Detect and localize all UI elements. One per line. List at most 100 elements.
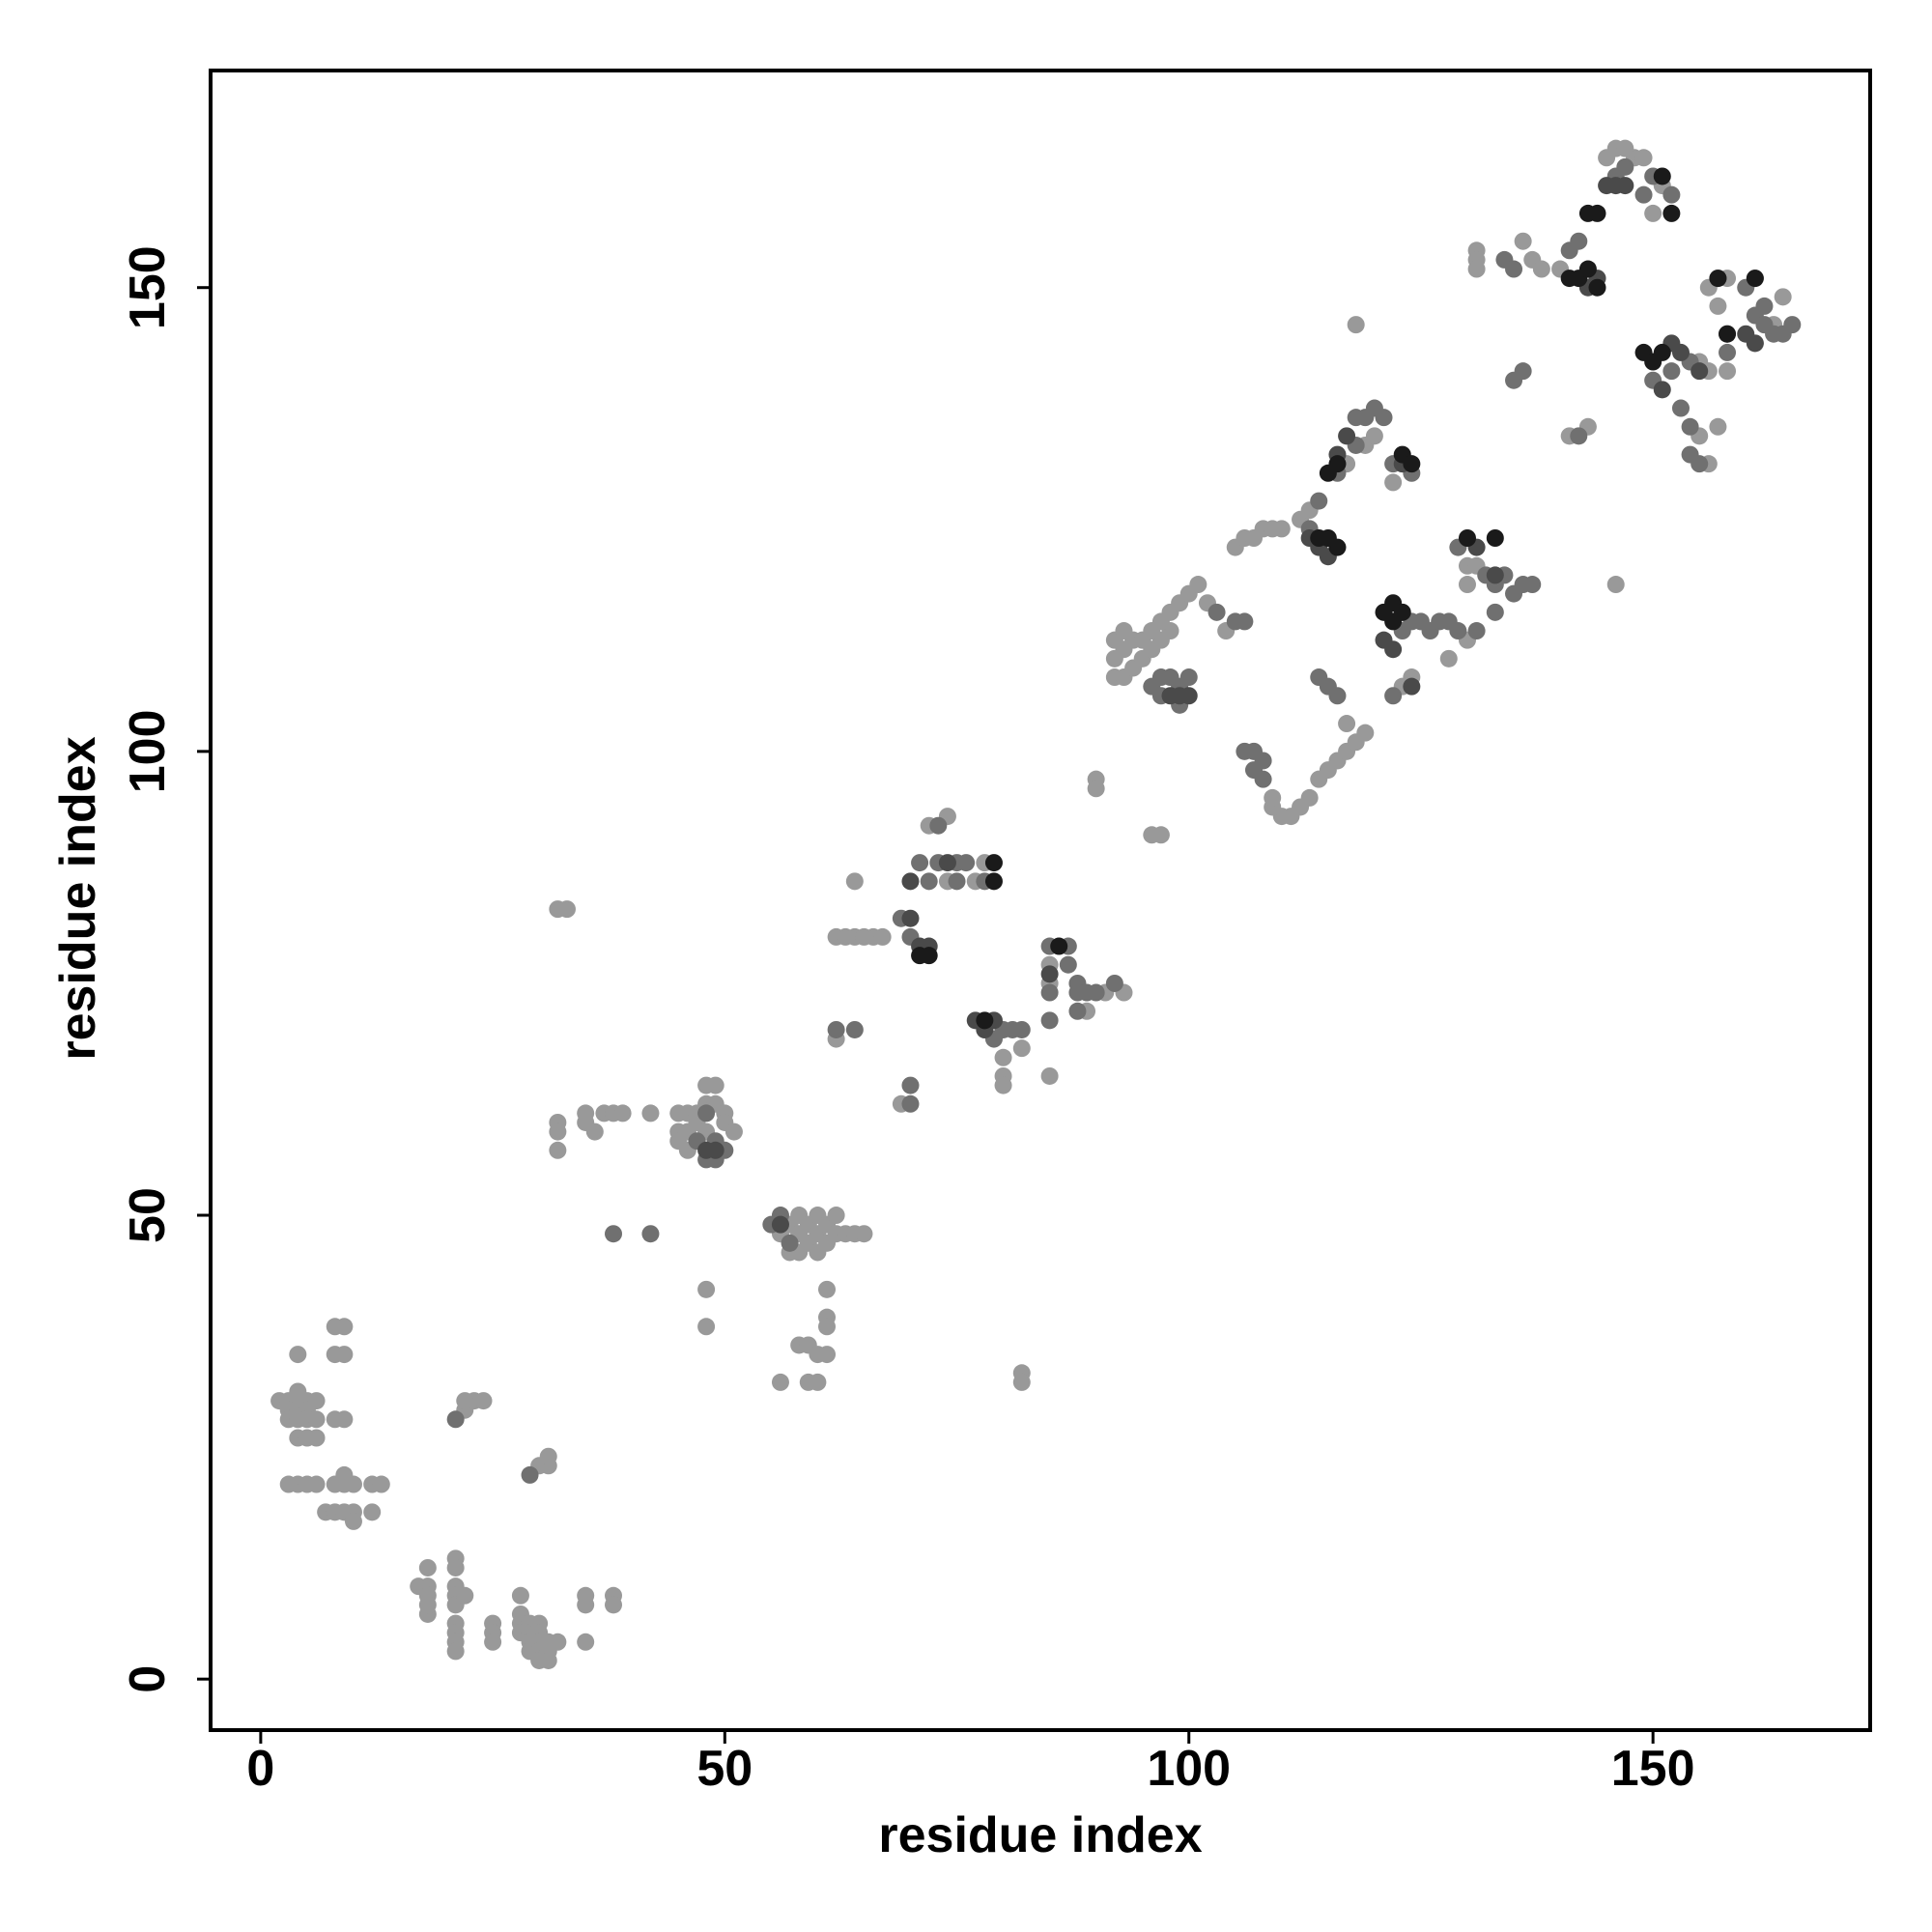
point [1616,157,1634,176]
point [1774,288,1792,306]
point [697,1280,716,1298]
point [1681,417,1699,436]
point [1505,260,1523,278]
point [605,1596,623,1614]
point [1671,399,1690,417]
point [1040,983,1059,1002]
point [1087,780,1105,798]
point [1115,622,1133,640]
point [1040,965,1059,983]
point [901,1076,920,1094]
point [976,1011,994,1030]
point [641,1104,660,1122]
plot-frame [209,69,1872,1732]
point [557,900,576,919]
point [307,1429,326,1447]
point [1068,1002,1087,1020]
point [549,1122,567,1141]
point [511,1586,529,1605]
point [1746,270,1764,288]
point [845,872,864,891]
point [539,1447,557,1465]
point [1143,826,1161,844]
point [577,1596,595,1614]
point [521,1465,539,1484]
point [1588,278,1606,297]
point [1467,622,1486,640]
point [1319,677,1337,696]
point [549,1633,567,1651]
point [446,1410,465,1429]
point [1588,204,1606,222]
point [901,872,920,891]
point [418,1596,437,1614]
point [994,1076,1012,1094]
point [1662,204,1681,222]
point [1384,640,1403,659]
x-tick-label: 0 [246,1741,274,1797]
point [1040,1011,1059,1030]
point [920,872,938,891]
point [1486,528,1504,547]
point [1403,455,1421,473]
x-tick-label: 150 [1611,1741,1695,1797]
point [307,1475,326,1493]
point [827,1020,845,1038]
point [641,1225,660,1243]
point [1532,260,1550,278]
x-axis-title: residue index [878,1807,1202,1863]
point [1719,325,1737,343]
point [1653,167,1671,185]
point [1365,427,1383,445]
point [549,1141,567,1159]
point [1634,149,1653,167]
point [697,1104,716,1122]
point [1059,955,1077,974]
point [809,1373,827,1391]
point [1690,362,1709,381]
x-tick-label: 100 [1147,1741,1231,1797]
y-tick-label: 150 [120,245,176,329]
point [1384,612,1403,631]
point [1449,622,1467,640]
point [1690,455,1709,473]
y-axis-title: residue index [50,736,106,1060]
point [1208,603,1226,621]
point [724,1122,743,1141]
y-tick-label: 0 [120,1665,176,1693]
point [1486,603,1504,621]
point [818,1346,837,1364]
point [1264,788,1282,807]
point [1338,427,1356,445]
point [1050,937,1068,955]
point [446,1642,465,1661]
point [446,1558,465,1577]
point [335,1318,354,1336]
point [1709,417,1727,436]
point [1300,788,1319,807]
point [1719,343,1737,361]
point [577,1633,595,1651]
point [1012,1373,1031,1391]
point [289,1382,307,1401]
point [1338,715,1356,733]
point [1514,362,1532,381]
point [1467,260,1486,278]
point [456,1586,474,1605]
point [1709,270,1727,288]
y-tick-label: 100 [120,709,176,793]
point [1151,668,1170,687]
point [818,1318,837,1336]
point [938,854,956,872]
point [1514,232,1532,250]
point [335,1410,354,1429]
point [771,1215,789,1234]
point [335,1346,354,1364]
point [706,1141,724,1159]
point [1719,362,1737,381]
point [697,1318,716,1336]
point [1523,576,1542,594]
point [1375,409,1393,427]
point [1709,297,1727,315]
point [1328,455,1347,473]
